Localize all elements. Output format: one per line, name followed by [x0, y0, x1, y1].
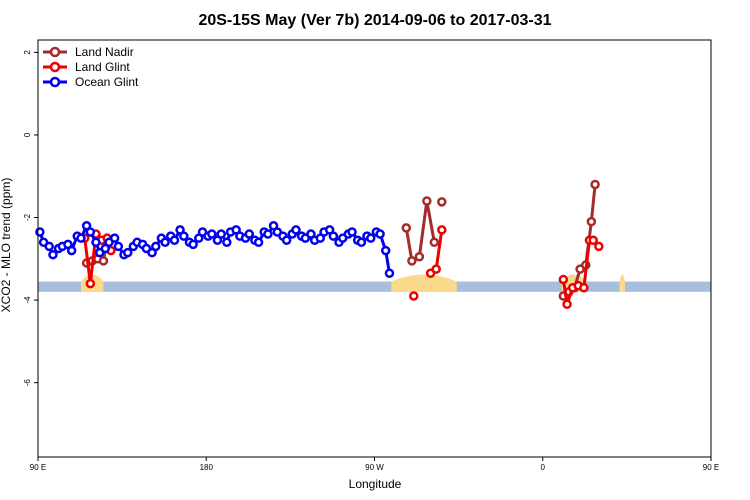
data-point-2-0-27: [160, 237, 170, 248]
land-band-1: [391, 274, 457, 292]
data-point-2-0-16: [109, 233, 120, 243]
data-point-2-0-74: [380, 245, 391, 256]
background-bands: [38, 274, 711, 292]
data-point-1-3-0: [558, 274, 569, 285]
legend-marker-1: [49, 61, 61, 73]
data-point-2-0-63: [328, 231, 339, 241]
data-point-1-2-2: [437, 225, 447, 235]
data-point-0-3-5: [586, 216, 597, 227]
data-point-2-0-0: [35, 227, 45, 237]
data-point-2-0-55: [291, 225, 301, 235]
y-tick-label-3: -4: [23, 296, 32, 304]
data-point-0-3-6: [590, 179, 600, 190]
data-point-0-1-0: [401, 223, 412, 233]
data-point-2-0-11: [85, 227, 96, 237]
data-point-2-0-40: [222, 237, 232, 248]
y-axis-label: XCO2 - MLO trend (ppm): [0, 178, 13, 313]
series-layer: [35, 179, 604, 309]
chart-title: 20S-15S May (Ver 7b) 2014-09-06 to 2017-…: [198, 12, 551, 29]
data-point-2-0-25: [151, 241, 161, 252]
data-point-2-0-9: [76, 233, 86, 243]
x-axis-label: Longitude: [349, 477, 402, 491]
data-point-0-1-3: [422, 196, 432, 206]
legend-label-1: Land Glint: [75, 60, 130, 74]
data-point-2-0-19: [122, 247, 133, 258]
data-point-2-0-47: [253, 237, 264, 248]
series-ocean-glint: [35, 221, 395, 279]
y-tick-label-0: 2: [23, 50, 32, 55]
y-axis: 2 0 -2 -4 -6: [23, 50, 38, 387]
data-point-2-0-67: [347, 227, 357, 237]
data-point-2-0-29: [169, 235, 180, 245]
data-point-0-1-4: [429, 237, 440, 248]
data-point-2-0-49: [263, 229, 273, 239]
land-band-3: [619, 274, 626, 292]
data-point-2-0-69: [356, 237, 367, 248]
ocean-band: [38, 281, 711, 292]
data-point-0-1-1: [407, 256, 417, 266]
data-point-2-0-31: [179, 231, 189, 241]
data-point-2-0-7: [66, 245, 77, 256]
data-point-2-0-2: [44, 241, 54, 252]
plot-frame: [37, 39, 712, 458]
legend-marker-2: [49, 76, 61, 88]
data-point-0-0-3: [98, 256, 109, 266]
data-point-1-3-1: [562, 299, 572, 309]
data-point-0-2-0: [437, 197, 447, 207]
data-point-2-0-71: [366, 233, 376, 243]
data-point-2-0-3: [48, 249, 58, 260]
legend-marker-0: [49, 46, 61, 58]
data-point-2-0-17: [113, 241, 124, 252]
data-point-1-2-1: [431, 264, 441, 274]
legend-label-0: Land Nadir: [75, 45, 134, 59]
y-tick-label-2: -2: [23, 213, 32, 221]
data-point-0-1-2: [414, 252, 425, 262]
data-point-2-0-75: [384, 268, 395, 279]
x-tick-label-3: 0: [541, 463, 546, 472]
data-point-2-0-37: [207, 229, 217, 239]
legend-label-2: Ocean Glint: [75, 75, 139, 89]
data-point-1-3-6: [588, 235, 598, 245]
x-tick-label-4: 90 E: [703, 463, 719, 472]
data-point-2-0-12: [91, 237, 101, 248]
y-tick-label-4: -6: [23, 379, 32, 387]
data-point-1-1-0: [409, 291, 419, 301]
x-tick-label-2: 90 W: [365, 463, 384, 472]
data-point-1-3-7: [594, 241, 604, 252]
data-point-2-0-39: [216, 229, 226, 239]
x-tick-label-0: 90 E: [30, 463, 46, 472]
data-point-1-0-1: [85, 278, 96, 289]
y-tick-label-1: 0: [23, 132, 32, 137]
series-line-0-1: [404, 200, 436, 264]
data-point-2-0-33: [188, 239, 198, 250]
data-point-2-0-73: [375, 229, 385, 239]
data-point-1-3-4: [579, 282, 589, 293]
x-tick-label-1: 180: [200, 463, 214, 472]
data-point-2-0-53: [281, 235, 292, 245]
data-point-2-0-45: [244, 229, 254, 239]
x-axis: 90 E 180 90 W 0 90 E: [30, 457, 719, 472]
